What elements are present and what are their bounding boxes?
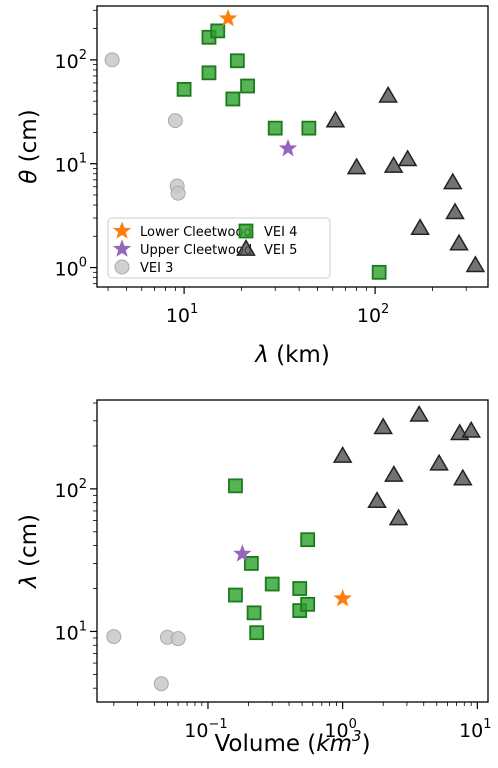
- vei5-point: [378, 85, 398, 103]
- vei4-point: [267, 120, 283, 136]
- vei4-point: [176, 81, 192, 97]
- x-tick-label: 102: [357, 302, 389, 327]
- series-vei3: [106, 629, 186, 692]
- vei4-point: [240, 78, 255, 94]
- vei4-point: [201, 65, 217, 81]
- vei4-point: [300, 532, 316, 548]
- vei4-point: [246, 605, 262, 621]
- vei3-point: [167, 113, 183, 129]
- legend-label-vei3: VEI 3: [140, 261, 173, 276]
- vei5-point: [465, 255, 486, 273]
- vei5-point: [461, 420, 481, 438]
- y-axis-title: θ (cm): [16, 109, 42, 183]
- x-tick-label: 100: [324, 717, 356, 742]
- series-vei5: [325, 85, 486, 273]
- chart-panel-2: 10−1 100 101 101 102 Volume (km3) λ (cm): [16, 399, 492, 757]
- legend-marker-lower: [112, 221, 132, 239]
- vei4-point: [249, 625, 265, 641]
- vei5-point: [429, 453, 449, 471]
- plot-frame: [96, 5, 489, 288]
- series-upper: [278, 138, 298, 157]
- legend-box: [107, 217, 331, 279]
- legend-label-upper: Upper Cleetwood: [140, 243, 252, 258]
- y-tick-label: 101: [55, 619, 87, 644]
- data-points: [106, 404, 481, 692]
- chart-panel-1: 101 102 100 101 102 λ (km) θ (cm) Lower Cleetwo…: [16, 5, 489, 368]
- vei5-point: [325, 110, 346, 128]
- vei3-point: [104, 52, 120, 68]
- vei4-point: [210, 23, 226, 39]
- minor-ticks: [93, 9, 467, 291]
- lower-point: [218, 8, 238, 27]
- vei4-point: [243, 556, 259, 571]
- vei5-point: [373, 417, 393, 435]
- series-upper: [233, 544, 252, 562]
- series-vei3: [104, 52, 186, 201]
- series-lower: [218, 8, 238, 27]
- vei3-point: [106, 629, 122, 645]
- y-tick-label: 102: [55, 48, 87, 73]
- minor-ticks: [93, 402, 472, 706]
- x-tick-label: 10−1: [184, 717, 227, 742]
- series-vei5: [332, 404, 481, 526]
- vei5-point: [388, 508, 409, 526]
- legend-marker-vei4: [238, 223, 254, 239]
- legend: Lower Cleetwood Upper Cleetwood VEI 3 VEI 4…: [107, 217, 331, 279]
- vei4-point: [264, 576, 280, 592]
- vei5-point: [397, 149, 418, 167]
- legend-label-vei5: VEI 5: [264, 243, 297, 258]
- vei4-point: [228, 478, 243, 494]
- x-axis-title: Volume (km3): [214, 727, 370, 757]
- vei5-point: [449, 233, 469, 251]
- vei4-point: [371, 264, 387, 280]
- legend-label-vei4: VEI 4: [264, 225, 297, 240]
- y-axis-title: λ (cm): [16, 514, 42, 590]
- legend-marker-vei3: [114, 259, 130, 275]
- data-points: [104, 8, 486, 280]
- series-lower: [333, 588, 352, 607]
- lower-point: [333, 588, 352, 607]
- series-vei4: [176, 23, 387, 280]
- vei5-point: [346, 157, 367, 175]
- upper-point: [233, 544, 252, 562]
- vei4-point: [225, 91, 241, 107]
- y-tick-label: 101: [55, 152, 87, 177]
- x-tick-label: 101: [459, 717, 491, 742]
- vei5-point: [383, 156, 404, 173]
- vei5-point: [442, 172, 463, 190]
- vei5-point: [332, 446, 353, 463]
- vei3-point: [170, 631, 186, 647]
- vei4-point: [228, 587, 243, 603]
- vei4-point: [300, 596, 316, 612]
- vei5-point: [410, 218, 430, 235]
- legend-marker-upper: [112, 239, 132, 257]
- vei4-point: [292, 581, 308, 596]
- y-tick-label: 102: [55, 477, 87, 502]
- vei3-point: [153, 676, 169, 692]
- x-tick-label: 101: [166, 302, 198, 327]
- vei5-point: [367, 491, 387, 509]
- series-vei4: [228, 478, 316, 641]
- vei3-point: [170, 185, 186, 201]
- legend-marker-vei5: [236, 239, 256, 256]
- upper-point: [278, 138, 298, 157]
- vei4-point: [301, 120, 317, 136]
- plot-frame: [96, 399, 489, 703]
- vei5-point: [384, 465, 404, 482]
- y-tick-label: 100: [55, 256, 87, 281]
- vei5-point: [409, 404, 429, 422]
- vei5-point: [452, 468, 473, 486]
- vei5-point: [445, 202, 465, 220]
- x-axis-title: λ (km): [253, 342, 330, 368]
- vei4-point: [229, 53, 245, 69]
- legend-label-lower: Lower Cleetwood: [140, 225, 252, 240]
